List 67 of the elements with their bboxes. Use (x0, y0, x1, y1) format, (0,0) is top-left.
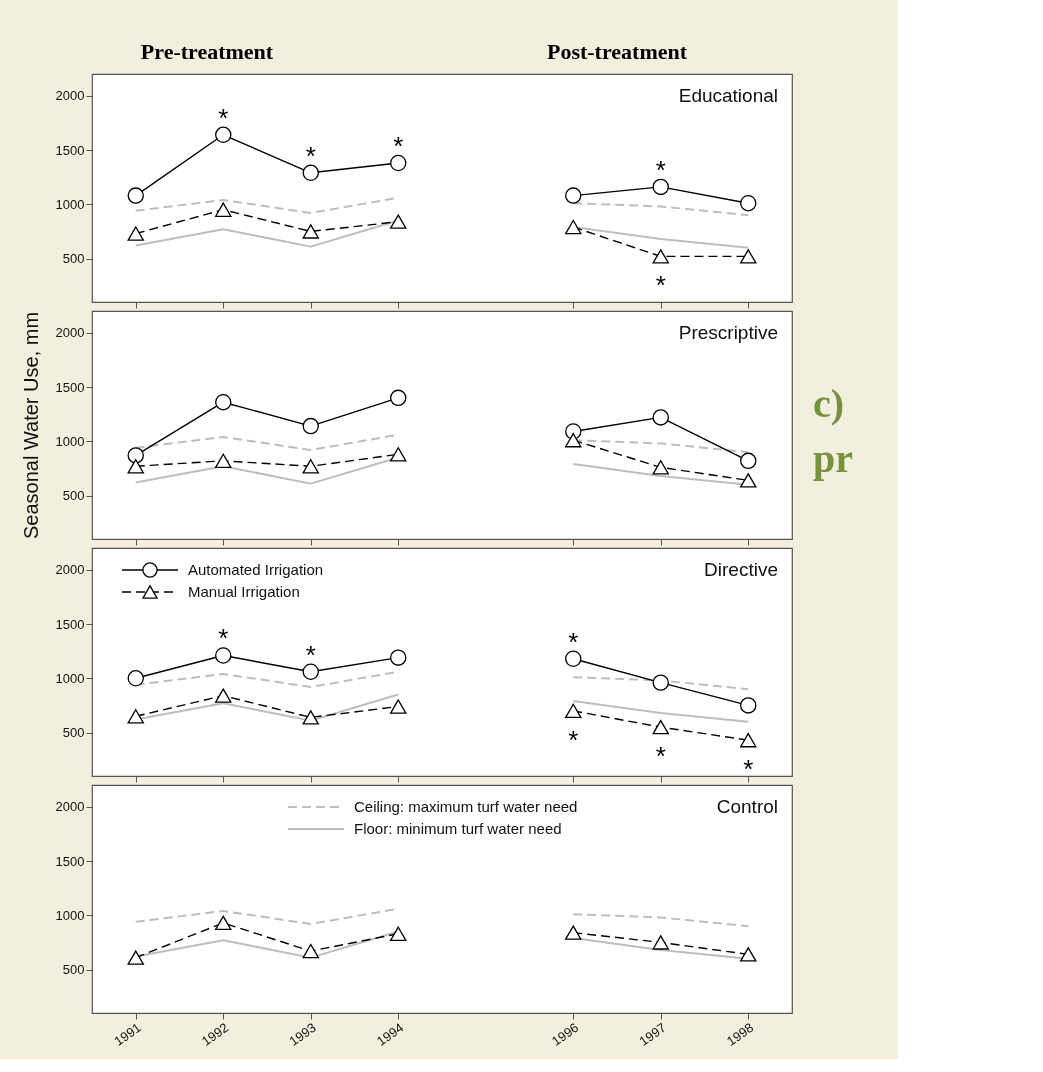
y-tick-label: 1000 (55, 670, 85, 686)
annotation: * (655, 741, 666, 772)
text: Prescriptive (678, 322, 778, 343)
point (302, 943, 319, 959)
point (740, 194, 757, 212)
legend-label: Manual Irrigation (188, 583, 300, 600)
point (390, 389, 407, 407)
annotation: * (305, 140, 316, 171)
annotation: * (218, 102, 229, 133)
y-tick-label: 1000 (55, 907, 85, 923)
point (740, 947, 757, 962)
y-tick-label: 500 (62, 725, 85, 741)
annotation: * (655, 154, 666, 185)
y-tick-label: 1500 (55, 853, 85, 869)
point (390, 926, 407, 941)
y-tick-label: 1500 (55, 379, 85, 395)
point (302, 164, 319, 182)
point (302, 459, 319, 474)
point (127, 950, 144, 965)
annotation: * (568, 626, 579, 657)
y-tick-label: 1000 (55, 433, 85, 449)
y-tick-label: 1500 (55, 616, 85, 632)
text: Educational (678, 85, 778, 106)
point (127, 187, 144, 204)
point (390, 699, 407, 714)
y-tick-label: 2000 (55, 88, 85, 104)
text: Post-treatment (546, 39, 688, 64)
x-tick-label: 1991 (111, 1019, 144, 1049)
annotation: * (568, 724, 579, 755)
text: Directive (704, 559, 778, 580)
point (215, 915, 232, 931)
y-tick-label: 500 (62, 962, 85, 978)
point (740, 732, 757, 748)
point (652, 935, 669, 950)
annotation: * (218, 623, 229, 654)
y-tick-label: 1000 (55, 196, 85, 212)
legend-label: Automated Irrigation (188, 561, 324, 578)
point (127, 459, 144, 474)
legend-label: Floor: minimum turf water need (354, 820, 562, 837)
y-tick-label: 2000 (55, 799, 85, 815)
point (302, 417, 319, 435)
y-axis-title: Seasonal Water Use, mm (19, 311, 42, 540)
annotation: * (305, 639, 316, 670)
annotation: * (393, 131, 404, 162)
legend-label: Ceiling: maximum turf water need (354, 798, 578, 815)
point (390, 447, 407, 462)
point (127, 709, 144, 724)
point (127, 670, 144, 687)
point (215, 688, 232, 703)
annotation: * (655, 270, 666, 301)
point (302, 710, 319, 725)
text: c) (813, 380, 845, 426)
text: Control (716, 796, 778, 817)
point (215, 393, 232, 411)
y-tick-label: 2000 (55, 562, 85, 578)
point (127, 447, 144, 464)
point (215, 126, 232, 144)
y-tick-label: 500 (62, 488, 85, 504)
y-tick-label: 2000 (55, 325, 85, 341)
point (215, 453, 232, 469)
annotation: * (743, 754, 754, 785)
y-tick-label: 1500 (55, 142, 85, 158)
text: pr (813, 435, 853, 481)
y-tick-label: 500 (62, 251, 85, 267)
point (565, 925, 582, 940)
point (390, 154, 407, 172)
text: Pre-treatment (140, 39, 274, 64)
